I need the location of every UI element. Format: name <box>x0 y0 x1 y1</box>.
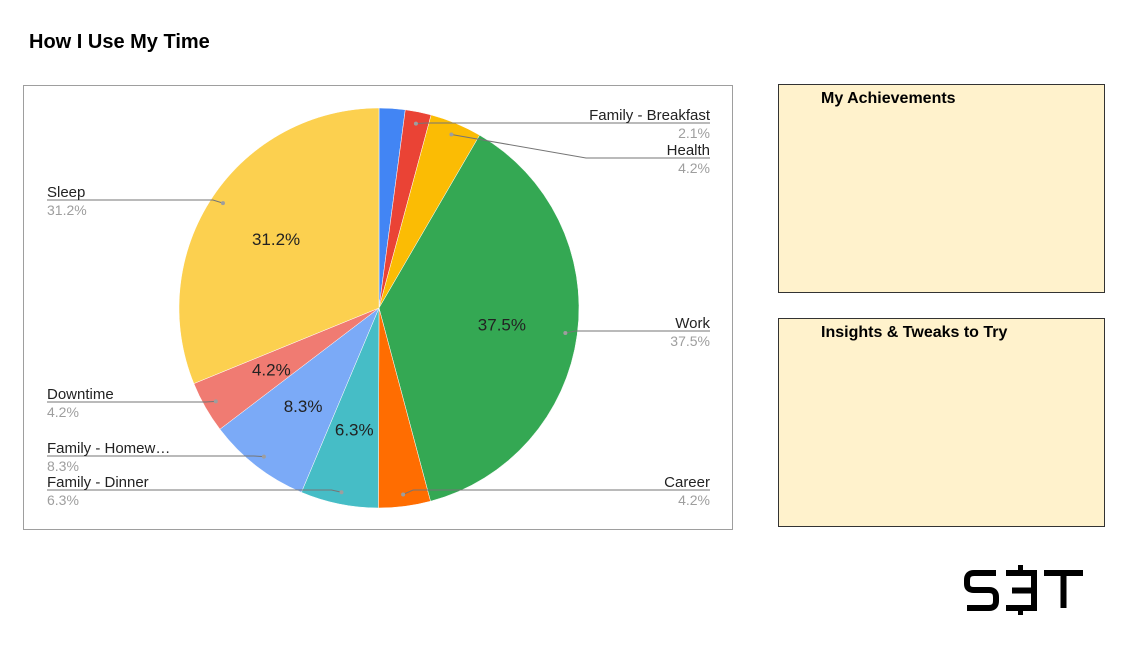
slice-name-label-downtime-7: Downtime <box>47 386 114 403</box>
slice-name-label-family-breakfast-1: Family - Breakfast <box>589 107 711 124</box>
achievements-title: My Achievements <box>821 90 956 107</box>
leader-line-family-dinner-5 <box>47 489 342 493</box>
leader-line-sleep-8 <box>47 199 224 204</box>
leader-dot-family-dinner-5 <box>339 490 344 495</box>
pie-chart-panel: Family - Breakfast 2.1% Health 4.2% 37.5% Wor… <box>23 85 733 530</box>
page-title: How I Use My Time <box>29 31 210 53</box>
slice-name-label-family-homework-6: Family - Homew… <box>47 440 170 457</box>
slice-percent-label-health-2: 4.2% <box>678 160 710 176</box>
insights-box[interactable]: Insights & Tweaks to Try <box>778 318 1105 527</box>
slice-percent-label-sleep-8: 31.2% <box>47 202 87 218</box>
slice-name-label-health-2: Health <box>667 142 710 159</box>
insights-title: Insights & Tweaks to Try <box>821 324 1008 341</box>
set-logo <box>962 563 1086 620</box>
leader-dot-career-4 <box>401 492 406 497</box>
slice-percent-label-downtime-7: 4.2% <box>47 404 79 420</box>
leader-dot-family-breakfast-1 <box>413 121 418 126</box>
set-logo-icon <box>964 565 1083 615</box>
slice-name-label-family-dinner-5: Family - Dinner <box>47 474 149 491</box>
slice-name-label-career-4: Career <box>664 474 710 491</box>
slice-value-label-family-dinner-5: 6.3% <box>335 421 374 440</box>
slice-percent-label-family-breakfast-1: 2.1% <box>678 125 710 141</box>
leader-lines <box>47 121 710 497</box>
slice-sleep-8[interactable] <box>178 107 380 384</box>
slice-percent-label-family-homework-6: 8.3% <box>47 458 79 474</box>
achievements-box[interactable]: My Achievements <box>778 84 1105 293</box>
slice-family-homework-6[interactable] <box>219 307 380 493</box>
leader-dot-downtime-7 <box>213 399 218 404</box>
slice-value-label-work-3: 37.5% <box>478 315 526 334</box>
pie-slices <box>178 107 580 509</box>
leader-line-downtime-7 <box>47 400 216 403</box>
slice-value-label-downtime-7: 4.2% <box>252 361 291 380</box>
slice-work-3[interactable] <box>378 134 580 502</box>
leader-dot-health-2 <box>449 132 454 137</box>
leader-dot-family-homework-6 <box>261 454 266 459</box>
slice-name-label-sleep-8: Sleep <box>47 184 85 201</box>
slice-percent-label-work-3: 37.5% <box>670 333 710 349</box>
leader-line-career-4 <box>402 489 710 495</box>
leader-dot-sleep-8 <box>220 201 225 206</box>
slice-name-label-work-3: Work <box>675 315 710 332</box>
slice-percent-label-career-4: 4.2% <box>678 492 710 508</box>
slice-percent-label-family-dinner-5: 6.3% <box>47 492 79 508</box>
leader-line-family-breakfast-1 <box>415 122 710 125</box>
slice-value-label-family-homework-6: 8.3% <box>284 397 323 416</box>
slice-value-label-sleep-8: 31.2% <box>252 230 300 249</box>
leader-dot-work-3 <box>563 331 568 336</box>
leader-line-family-homework-6 <box>47 455 264 458</box>
leader-line-health-2 <box>451 134 710 159</box>
leader-line-work-3 <box>565 330 710 334</box>
